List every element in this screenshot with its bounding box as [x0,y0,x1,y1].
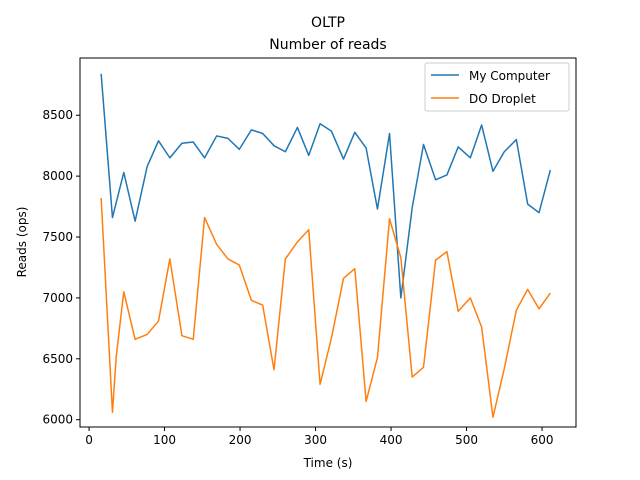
plot-frame [79,57,577,428]
chart-subtitle: Number of reads [269,37,386,53]
x-axis-label: Time (s) [303,456,353,470]
y-tick-label: 7500 [42,230,73,244]
x-tick-label: 300 [304,433,327,447]
series-line-my-computer [100,73,552,299]
x-tick-label: 0 [85,433,93,447]
x-tick-label: 600 [531,433,554,447]
series-line-do-droplet [100,198,551,419]
y-tick-label: 8000 [42,169,73,183]
y-tick-label: 8500 [42,108,73,122]
x-tick-label: 100 [153,433,176,447]
x-tick-label: 500 [455,433,478,447]
y-tick-label: 6000 [42,413,73,427]
legend-box [424,62,570,112]
y-tick-label: 6500 [42,352,73,366]
x-tick-label: 400 [380,433,403,447]
legend-label-do-droplet: DO Droplet [469,92,536,106]
legend-label-my-computer: My Computer [469,69,550,83]
x-tick-label: 200 [229,433,252,447]
series-layer [100,73,552,419]
y-tick-label: 7000 [42,291,73,305]
ticks-layer: 0 100 200 300 400 500 600 6000 6500 7000 7500 8000 8… [42,108,553,447]
legend: My Computer DO Droplet [424,62,570,112]
chart-title: OLTP [311,15,345,31]
y-axis-label: Reads (ops) [15,207,29,278]
